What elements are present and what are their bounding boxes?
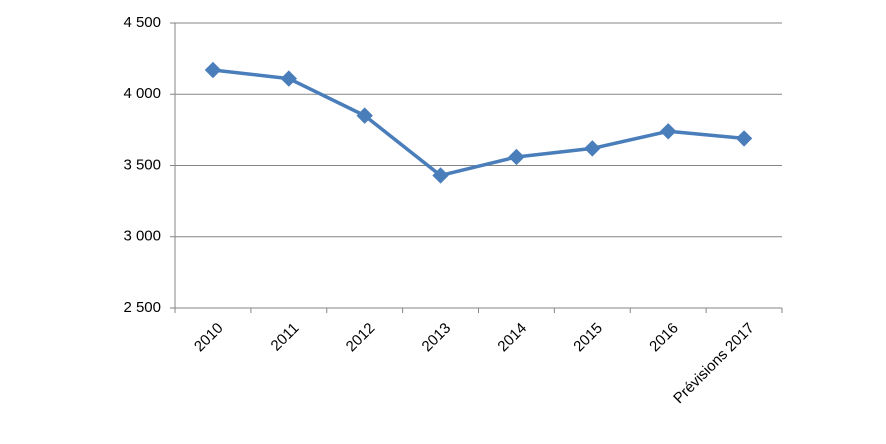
y-tick-label: 3 000 (123, 228, 161, 245)
line (212, 68, 745, 178)
x-tick-label: 2011 (268, 320, 303, 355)
marker (204, 61, 222, 79)
x-tick-label: 2014 (494, 320, 530, 356)
marker (735, 130, 753, 147)
y-tick-label: 4 000 (123, 85, 161, 102)
y-tick-label: 4 500 (123, 14, 161, 31)
x-tick-label: Prévisions 2017 (670, 320, 757, 407)
marker (659, 123, 677, 140)
x-tick-label: 2010 (191, 320, 227, 356)
marker (584, 140, 601, 157)
x-tick-label: 2012 (343, 320, 379, 356)
marker (356, 107, 373, 124)
x-tick-label: 2016 (646, 320, 682, 356)
x-tick-label: 2013 (419, 320, 455, 356)
y-tick-label: 3 500 (123, 156, 161, 173)
marker (280, 70, 298, 87)
marker (432, 167, 449, 184)
marker (508, 148, 525, 166)
y-tick-label: 2 500 (123, 299, 161, 316)
x-tick-label: 2015 (570, 320, 606, 356)
